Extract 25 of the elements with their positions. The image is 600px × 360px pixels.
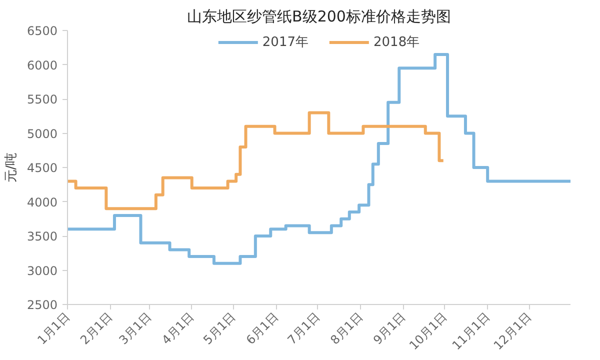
chart-title: 山东地区纱管纸B级200标准价格走势图: [187, 8, 451, 26]
x-tick-label: 7月1日: [284, 310, 323, 348]
y-tick-label: 2500: [26, 298, 58, 312]
y-tick-label: 5500: [26, 92, 58, 106]
x-tick-label: 8月1日: [328, 310, 366, 348]
x-tick-label: 5月1日: [200, 310, 238, 348]
x-tick-label: 1月1日: [34, 310, 72, 348]
x-tick-label: 2月1日: [78, 310, 116, 348]
x-tick-label: 11月1日: [449, 310, 493, 353]
x-tick-label: 6月1日: [243, 310, 282, 348]
x-tick-label: 9月1日: [370, 310, 408, 348]
y-tick-label: 4000: [26, 195, 58, 210]
y-tick-label: 4500: [26, 161, 58, 175]
x-tick-label: 10月1日: [406, 310, 450, 353]
y-axis-title: 元/吨: [4, 152, 19, 183]
legend-label: 2018年: [374, 34, 420, 51]
y-tick-label: 3000: [26, 264, 58, 278]
x-tick-label: 4月1日: [159, 310, 197, 348]
legend-label: 2017年: [262, 34, 308, 51]
x-tick-label: 3月1日: [116, 310, 154, 348]
x-tick-label: 12月1日: [490, 310, 534, 353]
y-tick-label: 5000: [26, 126, 58, 141]
y-tick-label: 3500: [26, 230, 58, 244]
y-tick-label: 6500: [26, 24, 58, 38]
y-tick-label: 6000: [26, 58, 58, 72]
